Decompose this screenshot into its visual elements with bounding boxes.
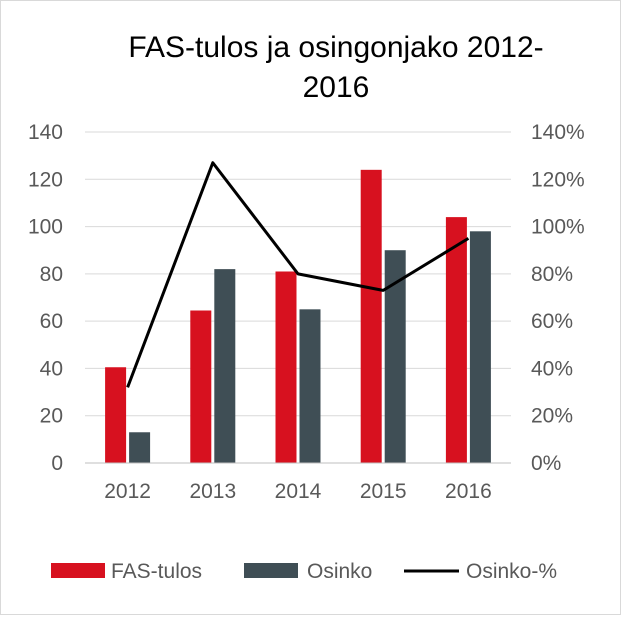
bar-osinko-2013 [214,269,236,463]
y-left-tick-label: 40 [40,357,63,380]
y-right-tick-label: 40% [531,357,573,380]
y-left-tick-label: 60 [40,310,63,333]
bar-fas-tulos-2012 [105,367,127,463]
bars-group [105,169,491,464]
gridlines [85,131,511,417]
line-group [126,161,470,388]
legend: FAS-tulos Osinko Osinko-% [51,560,557,583]
legend-swatch-fas-tulos [51,563,105,578]
bar-fas-tulos-2015 [360,169,382,464]
y-right-tick-label: 100% [531,216,585,239]
x-tick-label: 2015 [360,480,407,503]
legend-swatch-osinko [244,563,298,578]
x-tick-label: 2013 [189,480,236,503]
legend-label-fas-tulos: FAS-tulos [111,560,202,583]
y-right-tick-label: 60% [531,310,573,333]
chart-title-line-1: FAS-tulos ja osingonjako 2012- [128,31,543,64]
line-series-osinko- [126,161,470,388]
x-tick-label: 2012 [104,480,151,503]
x-tick-label: 2016 [445,480,492,503]
axes-group: 0 0% 20 20% 40 40% 60 60% 80 80% 100 100% 120 120% 140… [28,121,585,503]
bar-fas-tulos-2014 [275,271,297,463]
y-left-tick-label: 140 [28,121,63,144]
bar-osinko-2015 [384,250,406,463]
y-right-tick-label: 80% [531,263,573,286]
x-tick-label: 2014 [275,480,322,503]
chart-title-line-2: 2016 [303,71,370,104]
bar-osinko-2014 [299,309,321,463]
legend-label-osinko: Osinko [307,560,372,583]
y-right-tick-label: 20% [531,405,573,428]
bar-osinko-2012 [129,432,151,463]
legend-label-osinko-pct: Osinko-% [466,560,557,583]
bar-fas-tulos-2013 [190,310,212,463]
y-right-tick-label: 120% [531,168,585,191]
y-right-tick-label: 140% [531,121,585,144]
y-left-tick-label: 80 [40,263,63,286]
y-left-tick-label: 0 [51,452,63,475]
y-left-tick-label: 120 [28,168,63,191]
y-left-tick-label: 20 [40,405,63,428]
bar-fas-tulos-2016 [445,217,467,463]
bar-osinko-2016 [469,231,491,463]
y-right-tick-label: 0% [531,452,561,475]
y-left-tick-label: 100 [28,216,63,239]
